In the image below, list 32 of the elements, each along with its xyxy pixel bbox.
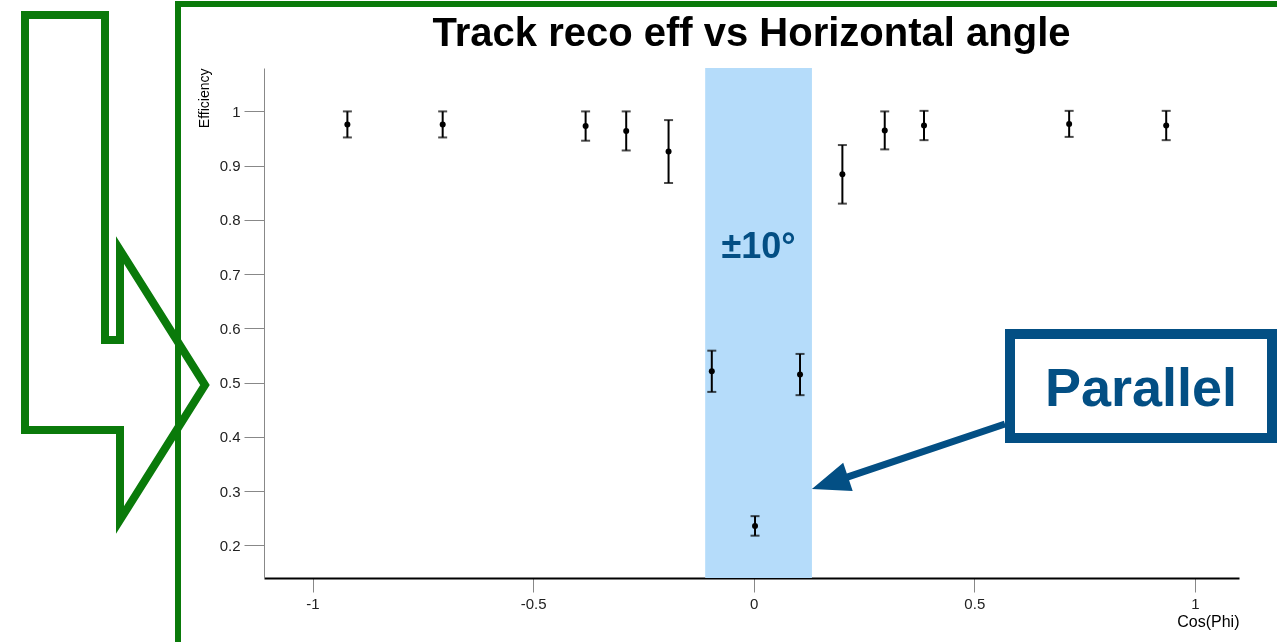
point <box>752 522 759 529</box>
point <box>623 127 630 134</box>
point <box>582 123 589 130</box>
x-tick-label: 0 <box>750 594 759 612</box>
y-tick-label: 0.7 <box>219 265 241 283</box>
x-tick-label: -1 <box>306 594 320 612</box>
x-tick-label: -0.5 <box>520 594 547 612</box>
point <box>797 371 804 378</box>
point <box>439 121 446 128</box>
y-tick-label: 0.4 <box>219 428 241 446</box>
y-axis-title: Efficiency <box>195 68 212 129</box>
y-tick-label: 0.6 <box>219 319 241 337</box>
point <box>665 148 672 155</box>
y-tick-label: 1 <box>232 102 241 120</box>
x-axis-title: Cos(Phi) <box>1177 612 1240 630</box>
point <box>839 171 846 178</box>
point <box>921 122 927 129</box>
x-tick-label: 1 <box>1191 594 1200 612</box>
y-tick-label: 0.8 <box>219 211 241 229</box>
point <box>344 121 351 128</box>
y-tick-label: 0.3 <box>219 482 241 500</box>
point <box>1066 120 1073 127</box>
y-tick-label: 0.5 <box>219 374 241 392</box>
point <box>708 368 715 375</box>
point <box>1163 122 1170 129</box>
band-label: ±10° <box>721 225 796 267</box>
point <box>881 127 888 134</box>
annotation: Parallel <box>1044 357 1238 417</box>
y-tick-label: 0.9 <box>219 157 241 175</box>
y-tick-label: 0.2 <box>219 536 241 554</box>
x-tick-label: 0.5 <box>964 594 986 612</box>
chart-title: Track reco eff vs Horizontal angle <box>432 10 1071 54</box>
